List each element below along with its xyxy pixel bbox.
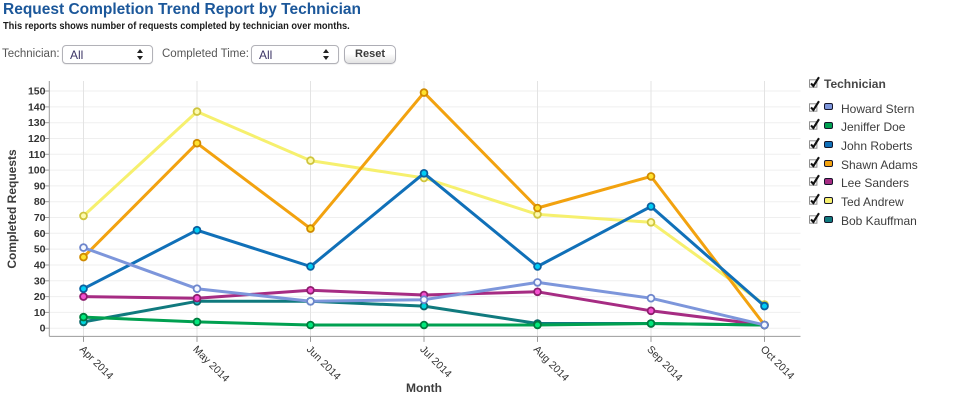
svg-text:80: 80 [34,196,46,208]
svg-text:Jul 2014: Jul 2014 [417,344,454,381]
svg-text:60: 60 [34,228,46,240]
svg-text:70: 70 [34,212,46,224]
svg-text:140: 140 [28,101,46,113]
svg-text:Apr 2014: Apr 2014 [77,344,116,383]
svg-text:May 2014: May 2014 [190,344,231,385]
svg-text:150: 150 [28,86,46,98]
svg-text:Completed Requests: Completed Requests [5,149,19,269]
svg-text:110: 110 [29,149,46,161]
svg-text:Oct 2014: Oct 2014 [758,344,797,383]
svg-text:Month: Month [406,381,442,395]
svg-text:20: 20 [34,291,46,303]
svg-text:10: 10 [34,307,46,319]
svg-text:90: 90 [34,180,46,192]
svg-text:100: 100 [28,165,46,177]
svg-text:130: 130 [28,117,46,129]
svg-text:40: 40 [34,260,46,272]
svg-text:Aug 2014: Aug 2014 [531,344,571,384]
svg-text:30: 30 [34,275,46,287]
svg-text:Jun 2014: Jun 2014 [304,344,343,383]
svg-text:0: 0 [40,323,46,335]
svg-text:Sep 2014: Sep 2014 [644,344,684,384]
svg-text:50: 50 [34,244,46,256]
svg-text:120: 120 [28,133,46,145]
